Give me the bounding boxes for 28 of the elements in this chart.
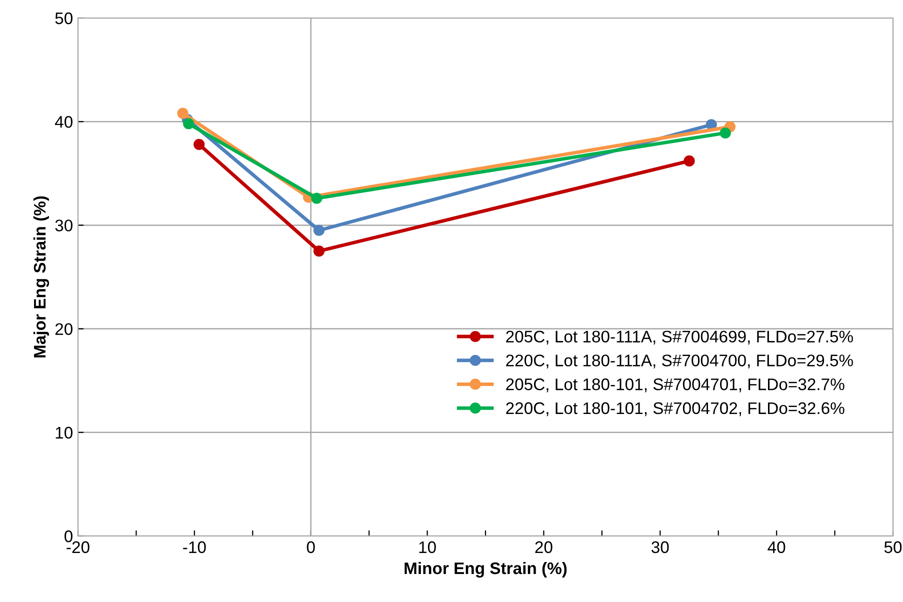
x-tick-label: 10 — [419, 541, 436, 554]
x-axis-title: Minor Eng Strain (%) — [404, 562, 567, 578]
y-tick-label: 40 — [54, 116, 72, 128]
point — [177, 108, 188, 119]
point — [194, 138, 205, 150]
x-tick-label: 20 — [535, 541, 552, 554]
y-tick-label: 50 — [55, 12, 72, 24]
legend-label: 205C, Lot 180-101, S#7004701, FLDo=32.7% — [506, 378, 844, 392]
y-tick-label: 20 — [55, 323, 72, 336]
y-tick-label: 30 — [55, 220, 72, 232]
x-tick-label: 50 — [884, 541, 902, 554]
point — [313, 224, 325, 236]
point — [311, 192, 322, 204]
legend-label: 220C, Lot 180-111A, S#7004700, FLDo=29.5% — [506, 354, 853, 368]
point — [183, 118, 194, 130]
y-tick-label: 10 — [56, 426, 72, 439]
y-tick-label: 0 — [64, 530, 72, 542]
point — [313, 246, 325, 257]
legend-label: 205C, Lot 180-111A, S#7004699, FLDo=27.5% — [506, 330, 853, 344]
point — [684, 155, 695, 167]
x-tick-label: -20 — [66, 541, 90, 554]
y-axis-title: Major Eng Strain (%) — [33, 196, 50, 358]
x-tick-label: 40 — [768, 541, 786, 554]
legend-label: 220C, Lot 180-101, S#7004702, FLDo=32.6% — [506, 402, 844, 416]
point — [720, 127, 731, 139]
x-tick-label: -10 — [183, 541, 206, 554]
x-tick-label: 30 — [652, 541, 669, 554]
x-tick-label: 0 — [306, 541, 315, 554]
